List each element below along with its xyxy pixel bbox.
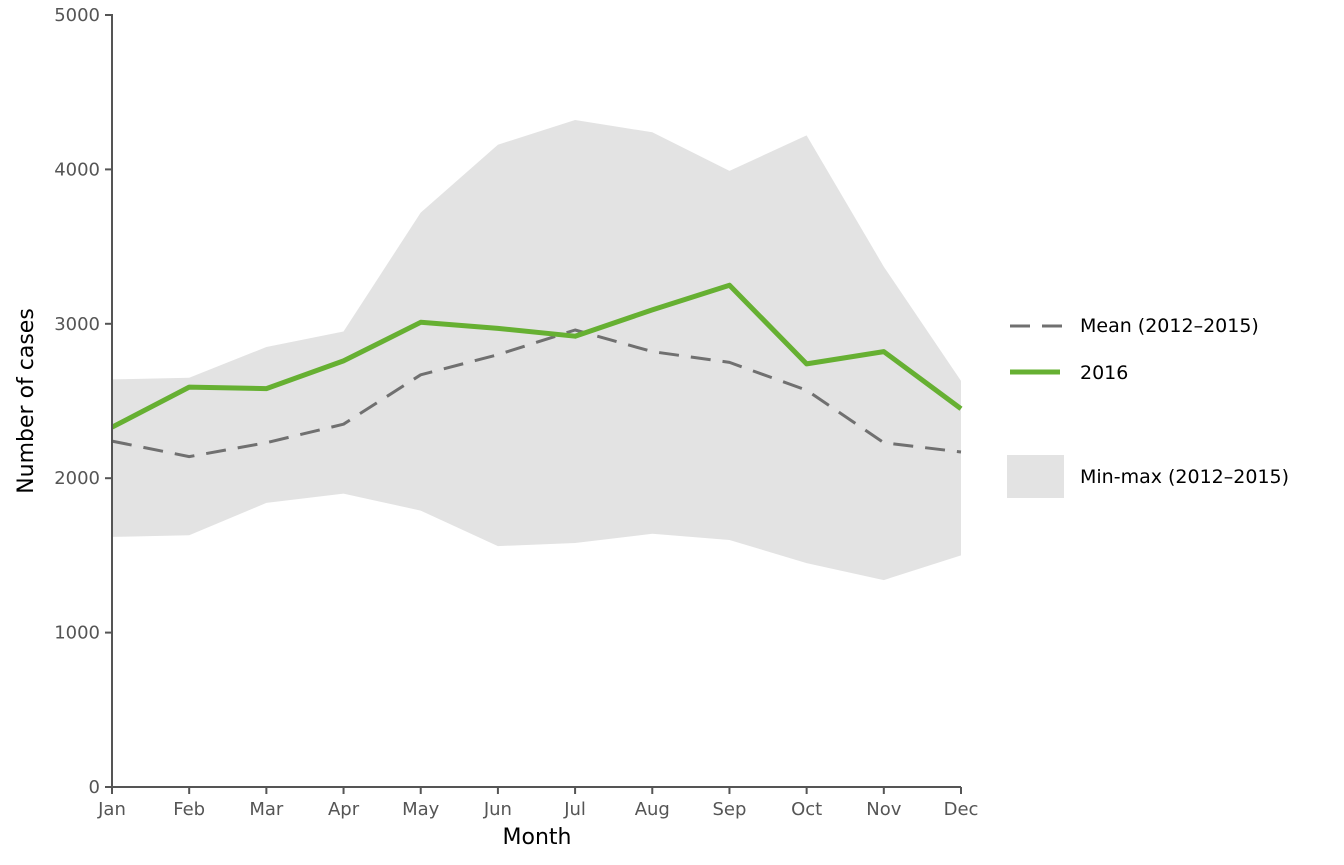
- y-axis-title: Number of cases: [14, 308, 39, 494]
- y-tick-label: 0: [89, 777, 100, 798]
- x-tick-label: May: [402, 799, 440, 820]
- band-layer: [112, 120, 961, 581]
- x-tick-label: Oct: [791, 799, 822, 820]
- x-tick-label: Mar: [249, 799, 284, 820]
- legend-2016-label: 2016: [1080, 362, 1128, 384]
- x-tick-label: Apr: [328, 799, 360, 820]
- y-tick-label: 3000: [54, 314, 100, 335]
- mean-line: [111, 328, 962, 459]
- x-tick-label: Feb: [173, 799, 205, 820]
- legend-band-label: Min-max (2012–2015): [1080, 466, 1289, 488]
- x-tick-label: Jun: [483, 799, 512, 820]
- legend: Mean (2012–2015) 2016 Min-max (2012–2015): [1007, 315, 1289, 498]
- x-tick-label: Jul: [563, 799, 586, 820]
- y-tick-label: 4000: [54, 159, 100, 180]
- legend-band-swatch: [1007, 455, 1064, 498]
- min-max-band: [112, 120, 961, 581]
- x-tick-label: Jan: [97, 799, 126, 820]
- x-tick-label: Aug: [635, 799, 670, 820]
- x-tick-label: Dec: [944, 799, 979, 820]
- x-tick-label: Nov: [866, 799, 901, 820]
- x-tick-label: Sep: [712, 799, 746, 820]
- y-tick-label: 1000: [54, 623, 100, 644]
- axis-layer: 0 1000 2000 3000 4000 5000 Jan Feb Mar Apr May Jun J…: [54, 5, 978, 820]
- series-2016-line: [110, 282, 963, 430]
- y-tick-label: 5000: [54, 5, 100, 26]
- y-tick-label: 2000: [54, 468, 100, 489]
- series-layer: [110, 282, 963, 459]
- legend-mean-label: Mean (2012–2015): [1080, 315, 1259, 337]
- x-axis-title: Month: [503, 825, 572, 850]
